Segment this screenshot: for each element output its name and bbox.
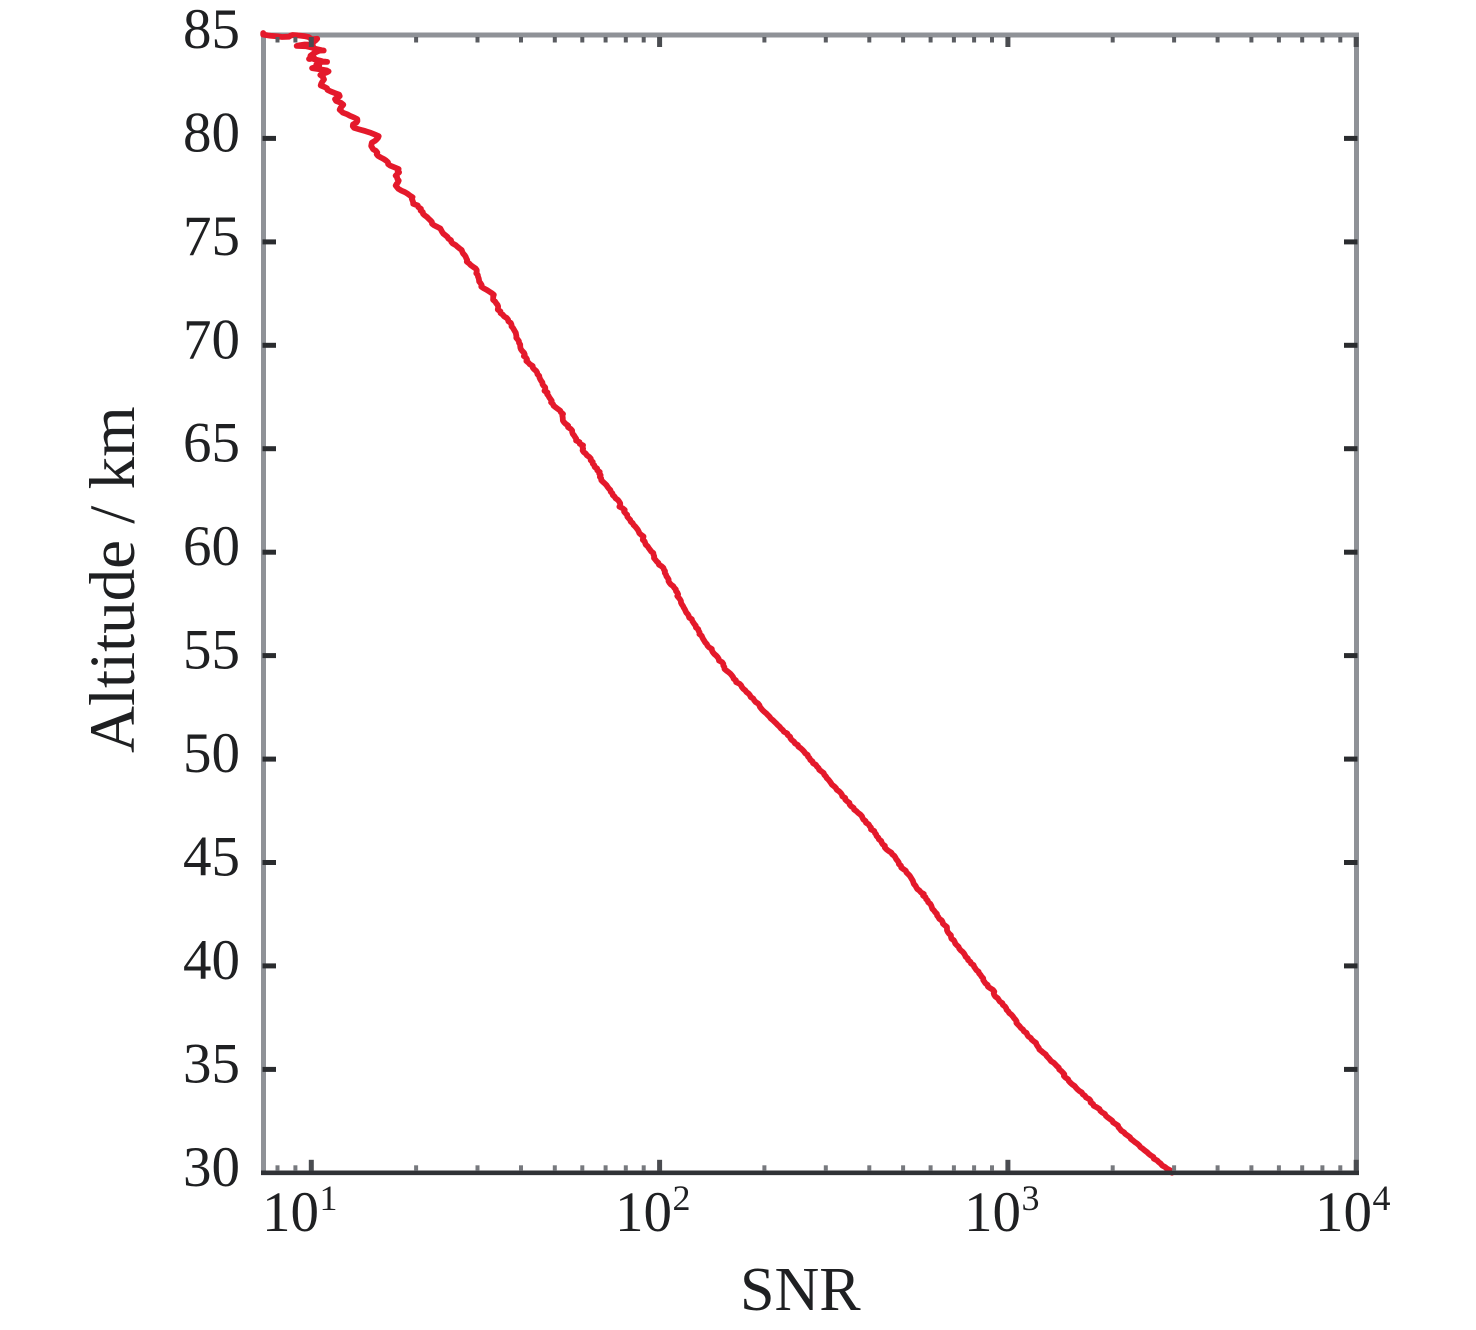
svg-text:10: 10: [262, 1181, 319, 1244]
svg-text:3: 3: [1022, 1178, 1040, 1218]
svg-text:SNR: SNR: [740, 1256, 861, 1324]
svg-text:10: 10: [615, 1181, 672, 1244]
svg-text:75: 75: [183, 205, 240, 268]
svg-text:10: 10: [1315, 1181, 1372, 1244]
svg-text:2: 2: [673, 1178, 691, 1218]
svg-text:55: 55: [183, 619, 240, 682]
svg-text:85: 85: [183, 0, 240, 61]
svg-text:10: 10: [964, 1181, 1021, 1244]
svg-text:70: 70: [183, 308, 240, 371]
svg-text:35: 35: [183, 1032, 240, 1095]
svg-text:45: 45: [183, 826, 240, 889]
svg-text:60: 60: [183, 515, 240, 578]
svg-text:Altitude / km: Altitude / km: [77, 406, 149, 753]
svg-text:80: 80: [183, 101, 240, 164]
svg-text:1: 1: [320, 1178, 338, 1218]
svg-text:30: 30: [183, 1136, 240, 1199]
svg-text:65: 65: [183, 412, 240, 475]
svg-text:50: 50: [183, 722, 240, 785]
svg-text:40: 40: [183, 929, 240, 992]
svg-text:4: 4: [1373, 1178, 1391, 1218]
